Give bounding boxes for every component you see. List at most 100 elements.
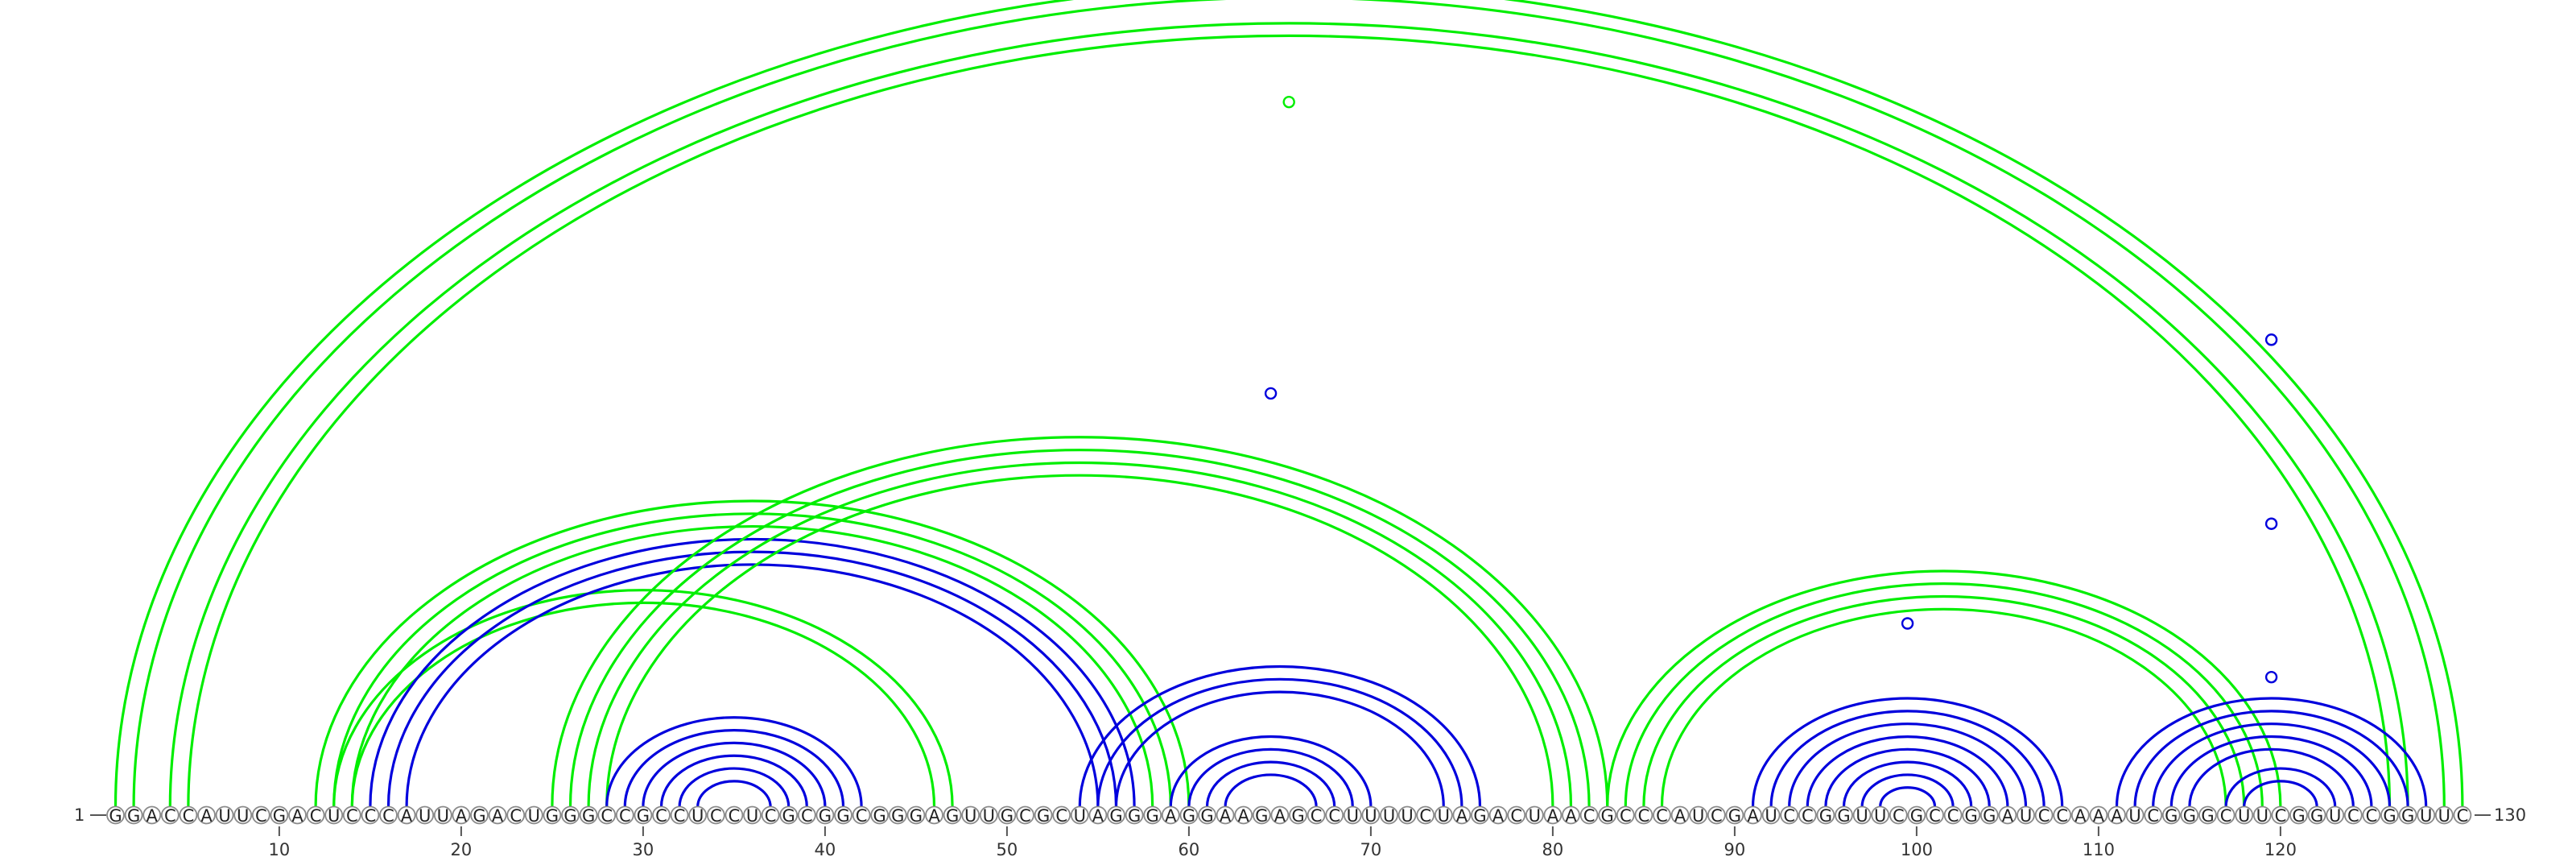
nucleotide-92-circle bbox=[1761, 805, 1781, 825]
nucleotide-66: G bbox=[1291, 806, 1304, 826]
nucleotide-80-circle bbox=[1543, 805, 1563, 825]
arc-56-74 bbox=[1114, 690, 1445, 807]
arc-54-76 bbox=[1078, 664, 1482, 807]
nucleotide-3-circle bbox=[142, 805, 162, 825]
nucleotide-56: G bbox=[1109, 806, 1122, 826]
arc-60-69 bbox=[1187, 747, 1354, 807]
arc-55-75 bbox=[1096, 677, 1463, 807]
nucleotide-100: G bbox=[1910, 806, 1923, 826]
nucleotide-9: C bbox=[255, 806, 267, 826]
nucleotide-51: C bbox=[1019, 806, 1031, 826]
nucleotide-81: A bbox=[1565, 806, 1577, 826]
arc-30-40 bbox=[642, 741, 827, 807]
nucleotide-2-circle bbox=[124, 805, 143, 825]
nucleotide-97-circle bbox=[1852, 805, 1872, 825]
nucleotide-72-circle bbox=[1397, 805, 1417, 825]
nucleotide-126: G bbox=[2383, 806, 2396, 826]
nucleotide-117-circle bbox=[2216, 805, 2235, 825]
nucleotide-130-circle bbox=[2453, 805, 2472, 825]
nucleotide-84: C bbox=[1620, 806, 1632, 826]
nucleotide-53-circle bbox=[1052, 805, 1071, 825]
nucleotide-54-circle bbox=[1070, 805, 1089, 825]
nucleotide-37: C bbox=[765, 806, 777, 826]
nucleotide-34-circle bbox=[706, 805, 725, 825]
nucleotide-129: U bbox=[2438, 806, 2450, 826]
nucleotide-74-circle bbox=[1434, 805, 1453, 825]
nucleotide-44-circle bbox=[888, 805, 907, 825]
nucleotide-72: U bbox=[1401, 806, 1413, 826]
nucleotide-69-circle bbox=[1343, 805, 1362, 825]
nucleotide-114-circle bbox=[2161, 805, 2181, 825]
nucleotide-8-circle bbox=[233, 805, 253, 825]
nucleotide-123: U bbox=[2329, 806, 2341, 826]
nucleotide-107-circle bbox=[2034, 805, 2054, 825]
nucleotide-27: G bbox=[582, 806, 595, 826]
nucleotide-24-circle bbox=[524, 805, 543, 825]
nucleotide-15-circle bbox=[361, 805, 380, 825]
nucleotide-102-circle bbox=[1943, 805, 1963, 825]
arc-94-105 bbox=[1806, 735, 2009, 807]
arc-113-126 bbox=[2152, 722, 2392, 807]
nucleotide-1: G bbox=[109, 806, 122, 826]
nucleotide-11: A bbox=[291, 806, 303, 826]
nucleotide-60: G bbox=[1183, 806, 1195, 826]
nucleotide-110: A bbox=[2093, 806, 2105, 826]
start-label: 1 bbox=[74, 805, 85, 825]
nucleotide-62: A bbox=[1220, 806, 1232, 826]
tick-label-100: 100 bbox=[1901, 840, 1933, 857]
arc-31-39 bbox=[659, 754, 808, 807]
nucleotide-44: G bbox=[891, 806, 904, 826]
arc-93-106 bbox=[1788, 722, 2028, 807]
arc-96-103 bbox=[1842, 760, 1973, 807]
sequence-axis: 1 130 bbox=[74, 805, 2526, 825]
nucleotide-91: A bbox=[1747, 806, 1759, 826]
arc-29-41 bbox=[623, 728, 845, 807]
nucleotide-124-circle bbox=[2343, 805, 2363, 825]
nucleotide-26: G bbox=[564, 806, 576, 826]
nucleotide-126-circle bbox=[2380, 805, 2399, 825]
arc-25-83 bbox=[551, 436, 1609, 807]
nucleotide-34: C bbox=[710, 806, 722, 826]
nucleotide-61-circle bbox=[1198, 805, 1216, 825]
nucleotide-25: G bbox=[546, 806, 559, 826]
nucleotide-111-circle bbox=[2107, 805, 2126, 825]
nucleotide-118-circle bbox=[2235, 805, 2254, 825]
arc-14-46 bbox=[350, 601, 936, 807]
nucleotide-42: C bbox=[856, 806, 868, 826]
nucleotide-121: G bbox=[2292, 806, 2305, 826]
nucleotide-6-circle bbox=[197, 805, 216, 825]
nucleotide-86-circle bbox=[1653, 805, 1671, 825]
nucleotide-102: C bbox=[1947, 806, 1959, 826]
nucleotide-50-circle bbox=[997, 805, 1017, 825]
nucleotide-103: G bbox=[1965, 806, 1978, 826]
nucleotide-79-circle bbox=[1525, 805, 1544, 825]
nucleotide-86: C bbox=[1656, 806, 1668, 826]
nucleotide-59: A bbox=[1165, 806, 1177, 826]
nucleotide-98-circle bbox=[1871, 805, 1890, 825]
tick-label-30: 30 bbox=[633, 840, 654, 857]
nucleotide-43: G bbox=[873, 806, 886, 826]
nucleotide-29: C bbox=[619, 806, 631, 826]
nucleotide-23: C bbox=[510, 806, 522, 826]
nucleotide-65-circle bbox=[1270, 805, 1290, 825]
nucleotide-113-circle bbox=[2144, 805, 2163, 825]
nucleotide-50: G bbox=[1001, 806, 1013, 826]
marker-6 bbox=[2264, 670, 2278, 684]
nucleotide-68-circle bbox=[1325, 805, 1344, 825]
nucleotide-43-circle bbox=[870, 805, 890, 825]
nucleotide-23-circle bbox=[506, 805, 526, 825]
nucleotide-95: G bbox=[1819, 806, 1832, 826]
arc-5-126 bbox=[187, 34, 2392, 807]
marker-4 bbox=[2264, 333, 2278, 346]
tick-label-50: 50 bbox=[997, 840, 1018, 857]
tick-label-70: 70 bbox=[1360, 840, 1382, 857]
nucleotide-2: G bbox=[127, 806, 140, 826]
nucleotide-58-circle bbox=[1143, 805, 1162, 825]
nucleotide-109: A bbox=[2074, 806, 2087, 826]
nucleotide-82: C bbox=[1583, 806, 1596, 826]
nucleotide-108: C bbox=[2056, 806, 2068, 826]
nucleotide-65: A bbox=[1274, 806, 1286, 826]
arc-114-125 bbox=[2169, 735, 2373, 807]
arc-17-55 bbox=[405, 563, 1100, 807]
